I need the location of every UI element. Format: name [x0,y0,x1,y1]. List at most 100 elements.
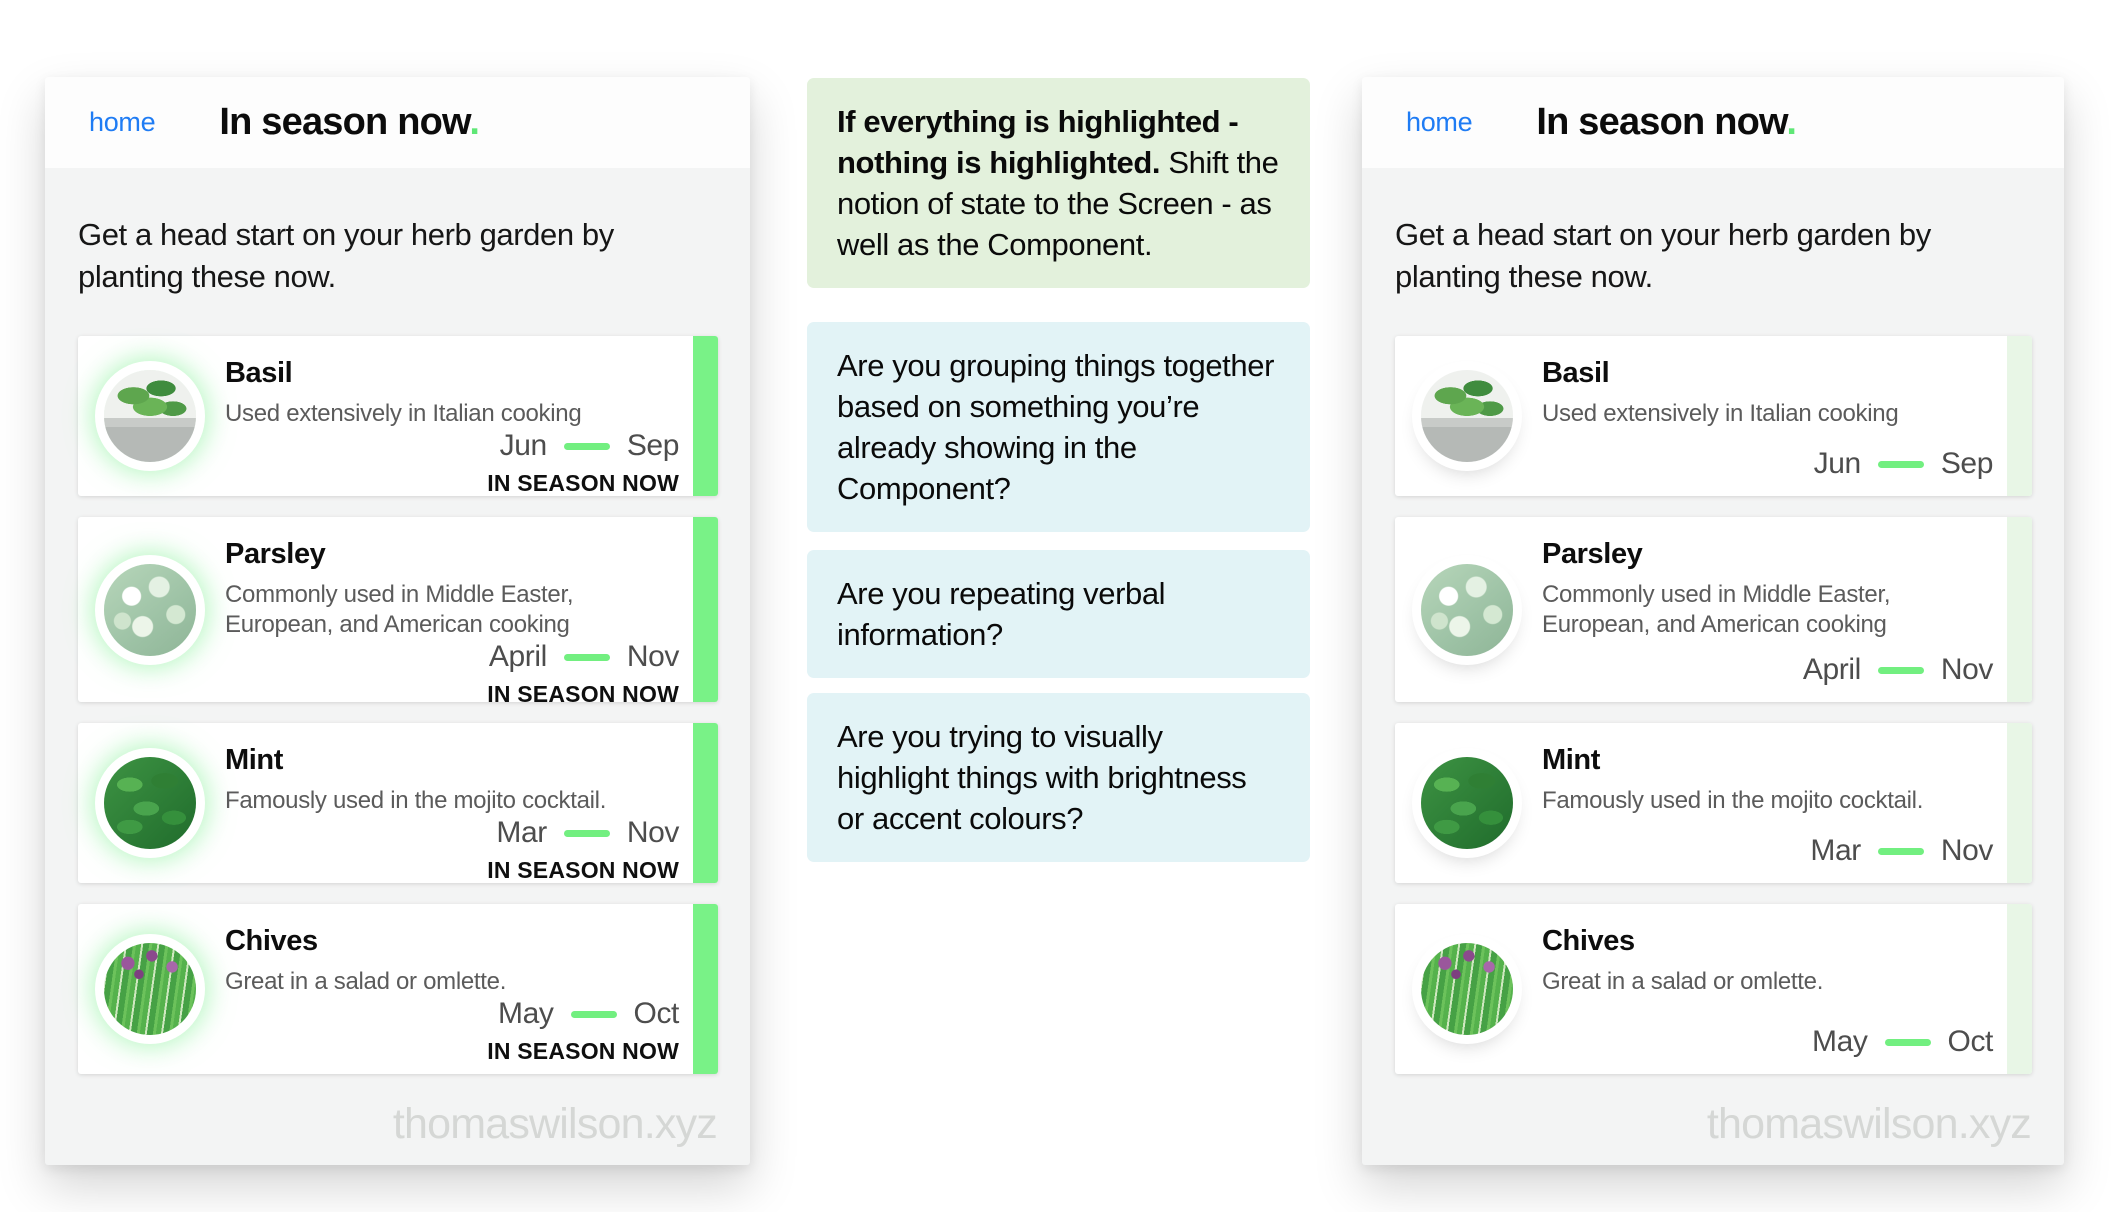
in-season-badge: IN SEASON NOW [487,857,679,883]
season-start-month: Jun [499,429,548,462]
herb-card-chives[interactable]: Chives Great in a salad or omlette. May … [1395,904,2032,1074]
season-range: Mar Nov [225,816,679,850]
season-range-dash [563,829,610,837]
card-description: Famously used in the mojito cocktail. [225,787,607,814]
season-start-month: April [1802,653,1861,686]
parsley-photo [104,563,196,656]
season-end-month: Sep [1940,447,1994,480]
intro-text: Get a head start on your herb garden by … [78,217,614,294]
chives-photo [1421,943,1513,1035]
app-header: home In season now. [45,77,750,168]
herb-card-mint[interactable]: Mint Famously used in the mojito cocktai… [1395,723,2032,883]
season-bar-muted [2007,723,2032,883]
season-range: May Oct [1542,1025,1993,1059]
card-description: Commonly used in Middle Easter, European… [1542,581,1891,638]
season-bar-muted [2007,517,2032,702]
herb-card-chives[interactable]: Chives Great in a salad or omlette. May … [78,904,718,1074]
page-title: In season now. [219,101,480,144]
card-title: Parsley [1542,538,1643,570]
card-body: Parsley Commonly used in Middle Easter, … [1513,517,2032,702]
app-header: home In season now. [1362,77,2064,168]
card-title: Parsley [225,538,326,570]
mint-photo [104,757,196,849]
season-end-month: Nov [626,640,680,673]
title-period-accent: . [469,101,480,143]
parsley-photo [1421,563,1513,656]
season-end-month: Oct [1947,1025,1994,1058]
card-description: Great in a salad or omlette. [1542,968,1824,995]
mockup-before-panel: home In season now. Get a head start on … [45,77,750,1165]
card-body: Parsley Commonly used in Middle Easter, … [196,517,718,707]
herb-card-parsley[interactable]: Parsley Commonly used in Middle Easter, … [1395,517,2032,702]
note-card-principle: If everything is highlighted - nothing i… [807,78,1310,288]
intro-text: Get a head start on your herb garden by … [1395,217,1931,294]
card-description: Used extensively in Italian cooking [225,400,582,427]
herb-card-list: Basil Used extensively in Italian cookin… [78,336,718,1074]
card-title: Chives [225,925,318,957]
season-end-month: Nov [1940,834,1994,867]
season-start-month: Mar [496,816,547,849]
season-end-month: Sep [626,429,680,462]
in-season-badge: IN SEASON NOW [487,470,679,496]
card-title: Chives [1542,925,1635,957]
season-range: Mar Nov [1542,834,1993,868]
season-range: April Nov [225,640,680,674]
in-season-bar [693,723,718,883]
card-body: Basil Used extensively in Italian cookin… [1513,336,2032,496]
season-range-dash [1877,666,1924,674]
note-card-question-repeating: Are you repeating verbal information? [807,550,1310,678]
footer-watermark: thomaswilson.xyz [1706,1100,2032,1148]
note-rest-text: Shift the notion of state to the Screen … [837,145,1279,262]
page-title: In season now. [1536,101,1797,144]
season-range-dash [1877,460,1924,468]
card-body: Chives Great in a salad or omlette. May … [1513,904,2032,1074]
season-range: May Oct [225,997,679,1031]
herb-card-mint[interactable]: Mint Famously used in the mojito cocktai… [78,723,718,883]
note-bold-text: If everything is highlighted - nothing i… [837,104,1239,180]
card-body: Chives Great in a salad or omlette. May … [196,904,718,1074]
card-title: Basil [1542,357,1610,389]
season-start-month: Jun [1813,447,1862,480]
season-start-month: May [498,997,554,1030]
title-period-accent: . [1786,101,1797,143]
season-bar-muted [2007,904,2032,1074]
season-range-dash [563,653,610,661]
herb-card-list: Basil Used extensively in Italian cookin… [1395,336,2032,1074]
footer-watermark: thomaswilson.xyz [392,1100,718,1148]
note-card-question-highlight: Are you trying to visually highlight thi… [807,693,1310,862]
herb-card-basil[interactable]: Basil Used extensively in Italian cookin… [1395,336,2032,496]
mockup-after-panel: home In season now. Get a head start on … [1362,77,2064,1165]
in-season-bar [693,517,718,702]
season-end-month: Nov [626,816,680,849]
card-body: Mint Famously used in the mojito cocktai… [1513,723,2032,883]
page-title-text: In season now [219,101,470,143]
season-range-dash [1877,847,1924,855]
card-title: Mint [225,744,283,776]
card-body: Basil Used extensively in Italian cookin… [196,336,718,496]
card-description: Used extensively in Italian cooking [1542,400,1899,427]
herb-card-parsley[interactable]: Parsley Commonly used in Middle Easter, … [78,517,718,707]
card-title: Basil [225,357,293,389]
herb-card-basil[interactable]: Basil Used extensively in Italian cookin… [78,336,718,496]
note-card-question-grouping: Are you grouping things together based o… [807,322,1310,532]
in-season-badge: IN SEASON NOW [487,1038,679,1064]
card-title: Mint [1542,744,1600,776]
in-season-bar [693,904,718,1074]
card-description: Famously used in the mojito cocktail. [1542,787,1924,814]
season-end-month: Oct [633,997,680,1030]
card-body: Mint Famously used in the mojito cocktai… [196,723,718,883]
mint-photo [1421,757,1513,849]
season-range: April Nov [1542,653,1994,687]
chives-photo [104,943,196,1035]
home-link[interactable]: home [89,107,156,137]
season-start-month: May [1812,1025,1868,1058]
home-link[interactable]: home [1406,107,1473,137]
basil-photo [104,370,196,462]
season-start-month: Mar [1810,834,1861,867]
season-bar-muted [2007,336,2032,496]
season-range-dash [570,1010,617,1018]
card-description: Great in a salad or omlette. [225,968,507,995]
basil-photo [1421,370,1513,462]
season-start-month: April [488,640,547,673]
